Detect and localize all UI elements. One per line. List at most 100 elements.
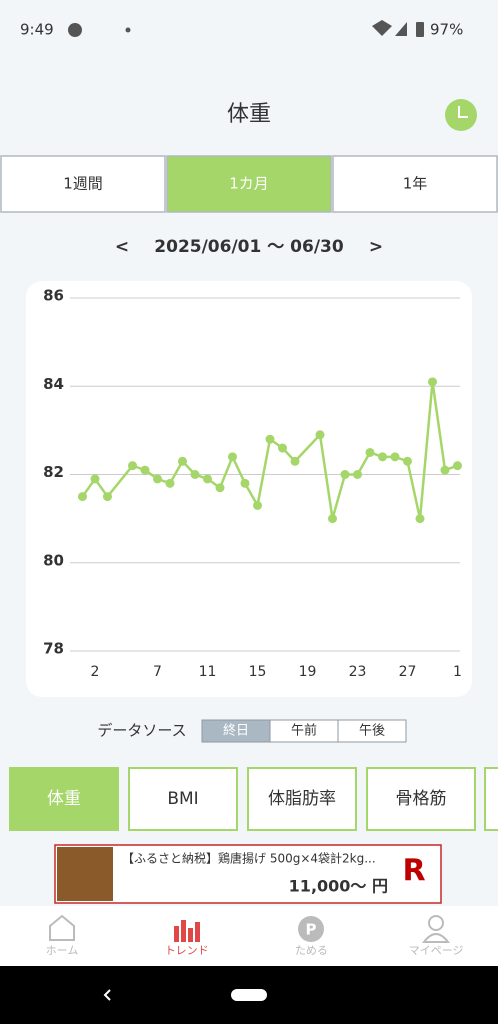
- data-point: [278, 443, 287, 453]
- x-tick-label: 15: [249, 664, 267, 680]
- home-icon: [49, 914, 75, 941]
- data-point: [90, 474, 100, 484]
- period-tab-label: 1年: [403, 175, 428, 193]
- data-point: [265, 434, 275, 444]
- metric-button-label: 骨格筋: [396, 789, 447, 809]
- clock-hand: [458, 106, 468, 118]
- ad-image: [57, 847, 113, 901]
- bottom-nav: [0, 906, 498, 966]
- data-point: [378, 452, 387, 462]
- data-source-option[interactable]: [337, 719, 407, 743]
- ad-logo: R: [402, 854, 425, 889]
- period-tab[interactable]: [332, 155, 498, 213]
- data-source-options: 終日 午前 午後: [201, 719, 407, 743]
- trend-icon: [174, 920, 200, 942]
- next-button[interactable]: >: [369, 237, 383, 257]
- data-source-option-label: 午後: [359, 724, 385, 739]
- data-source-label: データソース: [97, 722, 186, 740]
- data-point: [253, 500, 262, 510]
- data-point: [290, 456, 300, 466]
- back-button[interactable]: [103, 989, 111, 1001]
- nav-label[interactable]: ホーム: [46, 944, 79, 957]
- period-tab-label: 1週間: [63, 175, 103, 193]
- points-icon: [298, 916, 324, 942]
- signal-icon: [395, 22, 407, 36]
- y-tick-label: 78: [43, 640, 64, 658]
- y-tick-label: 86: [43, 287, 64, 305]
- metric-buttons: 体重 BMI 体脂肪率 骨格筋: [9, 767, 476, 831]
- period-tabs: 1週間 1カ月 1年: [0, 155, 498, 213]
- data-point: [190, 470, 200, 479]
- data-point: [340, 470, 350, 479]
- data-point: [228, 452, 237, 462]
- data-point: [328, 514, 337, 524]
- data-point: [453, 461, 462, 471]
- user-icon: [428, 915, 444, 931]
- data-point: [403, 456, 412, 466]
- y-tick-label: 82: [43, 463, 64, 481]
- ad-title: 【ふるさと納税】鶏唐揚げ 500g×4袋計2kg...: [122, 851, 376, 866]
- data-point: [165, 478, 175, 488]
- x-tick-label: 11: [199, 664, 217, 680]
- data-point: [153, 474, 162, 484]
- period-tab[interactable]: [0, 155, 166, 213]
- date-range: 2025/06/01 〜 06/30: [154, 237, 344, 257]
- data-point: [428, 377, 437, 387]
- data-point: [103, 492, 112, 502]
- metric-button[interactable]: [366, 767, 476, 831]
- status-battery: 97%: [430, 21, 463, 39]
- prev-button[interactable]: <: [115, 237, 129, 257]
- status-icon: [68, 23, 82, 37]
- metric-button[interactable]: [128, 767, 238, 831]
- ad-banner[interactable]: [54, 844, 442, 904]
- metric-button-label: 体脂肪率: [268, 789, 336, 809]
- data-point: [440, 465, 450, 475]
- points-icon-letter: P: [306, 921, 317, 939]
- status-time: 9:49: [20, 21, 54, 39]
- home-button[interactable]: [231, 989, 267, 1001]
- period-tab-label: 1カ月: [229, 175, 269, 193]
- y-tick-label: 80: [43, 551, 64, 569]
- data-source-option-label: 終日: [223, 723, 249, 739]
- data-point: [215, 483, 225, 493]
- nav-labels: ホーム トレンド ためる マイページ: [46, 944, 464, 957]
- x-tick-label: 1: [453, 664, 462, 680]
- data-point: [178, 456, 187, 466]
- metric-button-partial[interactable]: [484, 767, 498, 831]
- nav-label[interactable]: マイページ: [409, 944, 464, 957]
- nav-label[interactable]: ためる: [295, 944, 328, 957]
- nav-label[interactable]: トレンド: [165, 944, 209, 957]
- data-point: [415, 514, 425, 524]
- metric-button[interactable]: [9, 767, 119, 831]
- data-point: [365, 447, 375, 457]
- x-tick-label: 2: [91, 664, 100, 680]
- x-tick-label: 7: [153, 664, 162, 680]
- period-tab[interactable]: [166, 155, 332, 213]
- data-point: [315, 430, 325, 440]
- status-icon: [125, 27, 131, 33]
- data-point: [353, 470, 362, 479]
- ad-price: 11,000〜 円: [289, 877, 388, 896]
- data-point: [140, 465, 150, 475]
- data-point: [78, 492, 87, 502]
- data-point: [390, 452, 400, 462]
- x-tick-label: 23: [349, 664, 367, 680]
- wifi-icon: [372, 20, 392, 36]
- data-point: [128, 461, 137, 471]
- battery-icon: [416, 22, 424, 37]
- metric-button[interactable]: [247, 767, 357, 831]
- page-title: 体重: [227, 102, 271, 127]
- data-point: [203, 474, 212, 484]
- data-source-option-label: 午前: [291, 723, 317, 739]
- y-tick-label: 84: [43, 375, 64, 393]
- metric-button-label: BMI: [167, 789, 198, 809]
- history-button[interactable]: [445, 99, 477, 131]
- x-tick-label: 27: [399, 664, 417, 680]
- user-icon-body: [421, 933, 451, 943]
- data-point: [240, 478, 250, 488]
- metric-button-label: 体重: [47, 789, 81, 809]
- x-tick-label: 19: [299, 664, 317, 680]
